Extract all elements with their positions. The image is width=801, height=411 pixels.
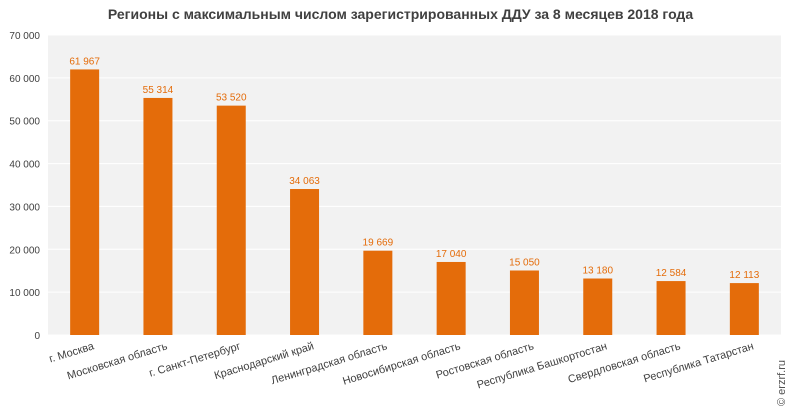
bar-value-label: 61 967 [69, 56, 100, 67]
bar [70, 69, 100, 336]
y-tick-label: 10 000 [9, 288, 40, 299]
bar-value-label: 19 669 [363, 238, 394, 249]
y-tick-label: 60 000 [9, 74, 40, 85]
bar [363, 250, 393, 335]
y-tick-label: 50 000 [9, 117, 40, 128]
y-tick-label: 40 000 [9, 160, 40, 171]
value-labels: 61 967 55 314 53 520 34 063 19 669 17 040 15 0… [69, 56, 759, 281]
bar-value-label: 55 314 [143, 85, 174, 96]
bar [290, 189, 320, 335]
x-tick-label: Республика Башкортостан [476, 340, 609, 391]
y-tick-label: 30 000 [9, 202, 40, 213]
bar-value-label: 17 040 [436, 249, 467, 260]
y-tick-label: 20 000 [9, 245, 40, 256]
bar-value-label: 53 520 [216, 93, 247, 104]
bar [436, 261, 466, 335]
bar-value-label: 15 050 [509, 258, 540, 269]
bar [509, 270, 539, 335]
bar [143, 97, 173, 335]
y-tick-label: 0 [34, 331, 40, 342]
bars [70, 69, 759, 336]
bar [656, 281, 686, 335]
bar-value-label: 13 180 [582, 266, 613, 277]
bar [216, 105, 246, 335]
bar [583, 278, 613, 335]
bar [729, 283, 759, 335]
chart-title: Регионы с максимальным числом зарегистри… [107, 6, 694, 22]
bar-value-label: 12 584 [656, 268, 687, 279]
y-tick-label: 70 000 [9, 31, 40, 42]
watermark: © erzrf.ru [776, 360, 788, 406]
bar-value-label: 34 063 [289, 176, 320, 187]
x-tick-label: г. Москва [48, 340, 97, 365]
y-axis-tick-labels: 0 10 000 20 000 30 000 40 000 50 000 60 000 70 … [9, 31, 40, 342]
bar-value-label: 12 113 [729, 270, 759, 281]
